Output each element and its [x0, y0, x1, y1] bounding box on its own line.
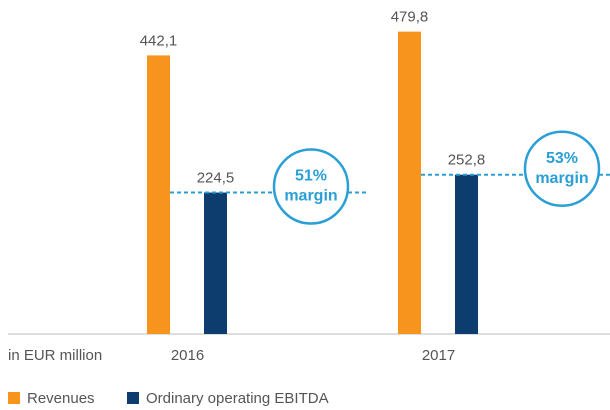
value-label: 252,8 [448, 152, 486, 169]
margin-circle [523, 130, 601, 207]
legend-swatch [8, 392, 20, 404]
value-label: 442,1 [140, 32, 178, 49]
x-tick-label: 2017 [422, 347, 455, 364]
margin-circle [272, 148, 350, 225]
bar [455, 174, 478, 334]
annotation: margin [284, 188, 337, 205]
axis-label: in EUR million [8, 347, 102, 364]
legend-swatch [127, 392, 139, 404]
annotation: 53% [546, 150, 578, 167]
bar [147, 55, 170, 334]
legend-label: Ordinary operating EBITDA [146, 390, 329, 407]
annotation: 51% [295, 168, 327, 185]
annotation: margin [535, 170, 588, 187]
value-label: 224,5 [197, 169, 235, 186]
bar [204, 192, 227, 334]
value-label: 479,8 [391, 9, 429, 26]
legend-label: Revenues [27, 390, 95, 407]
bar [398, 31, 421, 335]
x-tick-label: 2016 [171, 347, 204, 364]
